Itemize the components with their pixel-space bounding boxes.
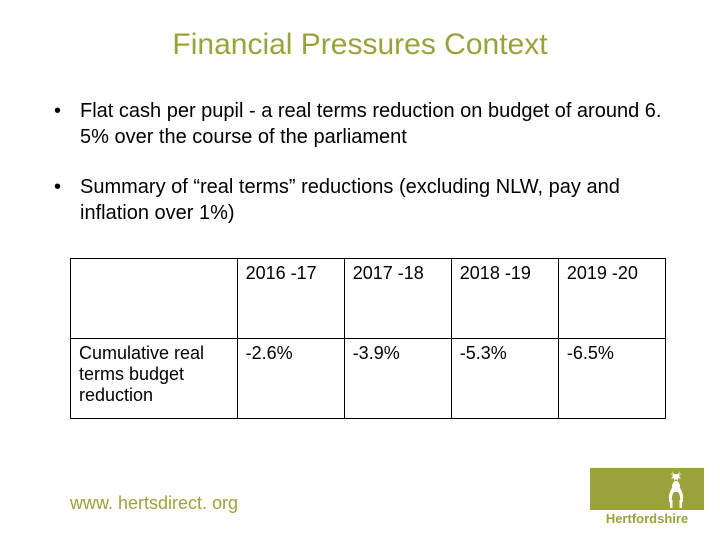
slide-title: Financial Pressures Context [0,0,720,62]
logo-box [590,468,704,510]
list-item: • Summary of “real terms” reductions (ex… [54,174,666,226]
table-cell: -5.3% [451,339,558,419]
bullet-text: Flat cash per pupil - a real terms reduc… [80,98,666,150]
table-cell: -2.6% [237,339,344,419]
table-cell: 2016 -17 [237,259,344,339]
hertfordshire-logo: Hertfordshire [590,468,704,526]
data-table-container: 2016 -17 2017 -18 2018 -19 2019 -20 Cumu… [0,250,720,419]
deer-icon [656,470,696,510]
budget-table: 2016 -17 2017 -18 2018 -19 2019 -20 Cumu… [70,258,666,419]
table-cell: 2017 -18 [344,259,451,339]
logo-label: Hertfordshire [606,511,688,526]
table-cell: Cumulative real terms budget reduction [71,339,238,419]
table-cell: -3.9% [344,339,451,419]
table-cell: 2019 -20 [558,259,665,339]
table-header-row: 2016 -17 2017 -18 2018 -19 2019 -20 [71,259,666,339]
table-cell: -6.5% [558,339,665,419]
bullet-text: Summary of “real terms” reductions (excl… [80,174,666,226]
table-row: Cumulative real terms budget reduction -… [71,339,666,419]
bullet-list: • Flat cash per pupil - a real terms red… [0,62,720,226]
table-cell: 2018 -19 [451,259,558,339]
list-item: • Flat cash per pupil - a real terms red… [54,98,666,150]
footer-url: www. hertsdirect. org [70,493,238,514]
bullet-dot: • [54,174,80,226]
bullet-dot: • [54,98,80,150]
table-cell [71,259,238,339]
